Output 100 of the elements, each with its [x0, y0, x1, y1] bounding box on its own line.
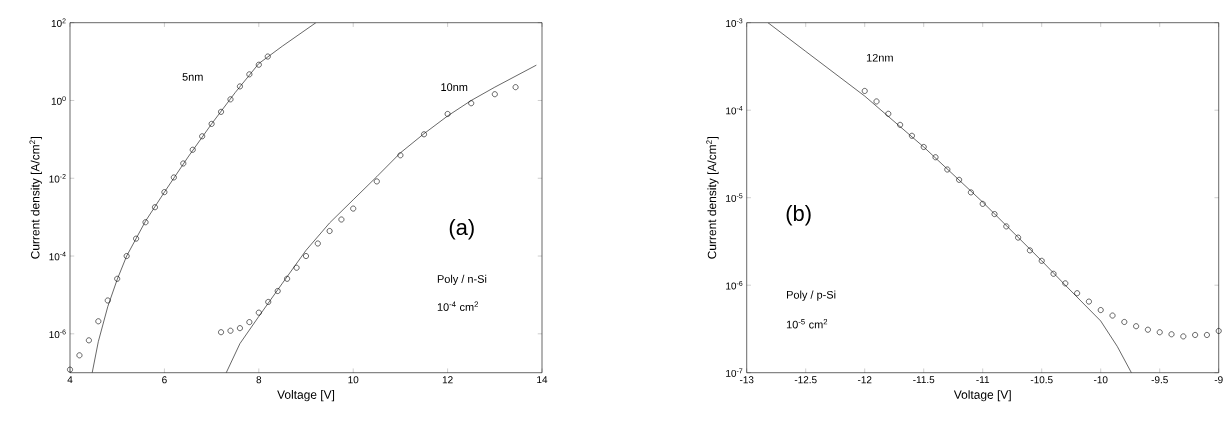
point	[152, 204, 158, 211]
point	[979, 200, 986, 207]
x-tick-label: -9	[1214, 376, 1223, 384]
x-tick-label: -10	[1093, 376, 1108, 384]
point	[246, 71, 253, 78]
point	[373, 178, 380, 185]
x-tick-label: 14	[537, 376, 548, 384]
x-axis-title: Voltage [V]	[277, 390, 335, 402]
point	[1097, 307, 1104, 313]
point	[1074, 290, 1081, 297]
point	[932, 154, 939, 161]
x-tick-label: -11.5	[913, 376, 935, 384]
point	[1086, 298, 1092, 305]
x-tick-label: -11	[976, 376, 990, 384]
point	[95, 318, 102, 325]
y-tick-label: 10$^{-3}$	[726, 18, 743, 27]
point	[76, 352, 83, 359]
y-tick-label: 10$^{-4}$	[726, 105, 743, 115]
point	[104, 297, 111, 304]
point	[1204, 332, 1210, 338]
point	[956, 176, 962, 183]
y-tick-label: 10$^{-6}$	[726, 280, 743, 290]
x-tick-label: -10.5	[1030, 376, 1053, 384]
point	[237, 325, 243, 332]
point	[1027, 247, 1033, 254]
annotation: 10$^{-5}$ cm$^{2}$	[786, 318, 828, 329]
x-tick-label: 8	[256, 376, 262, 384]
annotation: 10$^{-4}$ cm$^{2}$	[437, 301, 479, 311]
point	[293, 264, 300, 271]
point	[314, 240, 321, 247]
point	[1121, 319, 1128, 325]
point	[227, 96, 234, 103]
x-tick-label: 12	[442, 376, 453, 384]
point	[284, 275, 291, 282]
point	[468, 100, 475, 107]
x-axis-title: Voltage [V]	[953, 390, 1011, 402]
point	[873, 98, 880, 105]
point	[303, 253, 309, 259]
point	[264, 53, 271, 60]
annotation: (a)	[449, 218, 474, 240]
point	[1156, 329, 1163, 336]
point	[227, 327, 234, 334]
point	[218, 329, 224, 336]
point	[1038, 257, 1045, 264]
point	[1003, 223, 1010, 230]
point	[170, 174, 177, 181]
point	[897, 121, 903, 128]
point	[180, 160, 187, 167]
point	[944, 166, 951, 173]
annotation: 12nm	[866, 53, 893, 62]
point	[920, 144, 927, 150]
annotation: Poly / p-Si	[787, 290, 836, 301]
point	[218, 108, 224, 115]
point	[189, 146, 196, 153]
x-tick-label: 4	[67, 376, 73, 384]
y-tick-label: 10$^{-5}$	[726, 193, 743, 202]
point	[67, 366, 73, 373]
point	[1133, 323, 1140, 330]
point	[1109, 312, 1116, 319]
point	[1015, 234, 1021, 241]
point	[991, 211, 998, 217]
point	[421, 131, 427, 138]
y-tick-label: 10$^{2}$	[51, 18, 66, 27]
point	[397, 152, 404, 159]
point	[265, 299, 272, 305]
point	[161, 189, 168, 196]
y-tick-label: 10$^{-6}$	[49, 329, 66, 339]
annotation: Poly / n-Si	[437, 274, 487, 286]
point	[1168, 331, 1175, 338]
annotation: (b)	[786, 204, 811, 226]
y-tick-label: 10$^{-7}$	[726, 368, 743, 377]
point	[326, 228, 333, 234]
point	[123, 253, 130, 259]
x-tick-label: -9.5	[1151, 376, 1168, 384]
x-tick-label: -13	[739, 376, 754, 384]
point	[1062, 280, 1069, 287]
point	[208, 121, 215, 127]
point	[255, 309, 262, 316]
x-tick-label: -12	[857, 376, 872, 384]
point	[1192, 332, 1199, 338]
point	[133, 235, 139, 242]
point	[85, 337, 92, 344]
point	[512, 84, 519, 91]
point	[909, 132, 915, 139]
y-axis-title: Current density [A/cm$^{2}$]	[706, 136, 719, 259]
point	[199, 133, 206, 140]
point	[968, 189, 974, 196]
annotation: 10nm	[441, 83, 468, 91]
y-tick-label: 10$^{0}$	[51, 96, 66, 105]
y-axis-title: Current density [A/cm$^{2}$]	[29, 136, 42, 259]
y-tick-label: 10$^{-4}$	[49, 251, 66, 261]
x-tick-label: -12.5	[794, 376, 817, 384]
point	[444, 111, 451, 117]
point	[237, 83, 243, 90]
point	[350, 205, 357, 212]
point	[885, 110, 892, 117]
annotation: 5nm	[182, 73, 203, 81]
y-tick-label: 10$^{-2}$	[49, 173, 66, 183]
point	[1145, 326, 1151, 333]
point	[246, 319, 253, 325]
